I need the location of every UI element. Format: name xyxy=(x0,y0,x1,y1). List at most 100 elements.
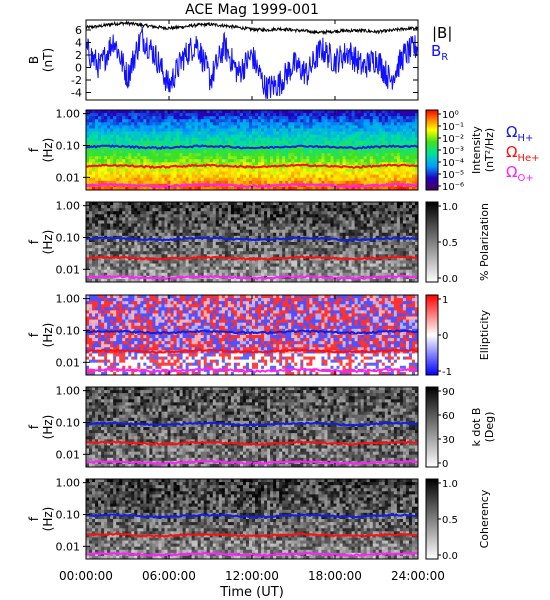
heatmap-cell xyxy=(180,162,183,165)
heatmap-cell xyxy=(177,211,180,214)
heatmap-cell xyxy=(195,138,198,141)
heatmap-cell xyxy=(231,242,234,245)
heatmap-cell xyxy=(113,217,116,220)
heatmap-cell xyxy=(346,138,349,141)
heatmap-cell xyxy=(258,175,261,178)
heatmap-cell xyxy=(225,224,228,227)
heatmap-cell xyxy=(324,128,327,131)
heatmap-cell xyxy=(385,205,388,208)
heatmap-cell xyxy=(174,181,177,184)
heatmap-cell xyxy=(192,224,195,227)
heatmap-cell xyxy=(282,175,285,178)
heatmap-cell xyxy=(89,214,92,217)
heatmap-cell xyxy=(213,211,216,214)
heatmap-cell xyxy=(95,214,98,217)
heatmap-cell xyxy=(122,128,125,131)
heatmap-cell xyxy=(237,248,240,251)
heatmap-cell xyxy=(119,156,122,159)
heatmap-cell xyxy=(279,220,282,223)
heatmap-cell xyxy=(288,214,291,217)
heatmap-cell xyxy=(406,230,409,233)
heatmap-cell xyxy=(161,141,164,144)
heatmap-cell xyxy=(291,110,294,113)
heatmap-cell xyxy=(358,150,361,153)
heatmap-cell xyxy=(264,205,267,208)
heatmap-cell xyxy=(261,181,264,184)
heatmap-cell xyxy=(243,220,246,223)
heatmap-cell xyxy=(358,132,361,135)
heatmap-cell xyxy=(119,153,122,156)
heatmap-cell xyxy=(276,135,279,138)
heatmap-cell xyxy=(370,172,373,175)
heatmap-cell xyxy=(252,217,255,220)
heatmap-cell xyxy=(382,230,385,233)
heatmap-cell xyxy=(249,153,252,156)
heatmap-cell xyxy=(95,153,98,156)
heatmap-cell xyxy=(92,159,95,162)
heatmap-cell xyxy=(171,211,174,214)
heatmap-cell xyxy=(192,168,195,171)
heatmap-cell xyxy=(204,172,207,175)
heatmap-cell xyxy=(234,135,237,138)
heatmap-cell xyxy=(116,119,119,122)
heatmap-cell xyxy=(198,205,201,208)
heatmap-cell xyxy=(152,233,155,236)
heatmap-cell xyxy=(252,245,255,248)
heatmap-cell xyxy=(373,178,376,181)
heatmap-cell xyxy=(403,211,406,214)
heatmap-cell xyxy=(291,168,294,171)
heatmap-cell xyxy=(219,214,222,217)
heatmap-cell xyxy=(140,128,143,131)
heatmap-cell xyxy=(231,113,234,116)
heatmap-cell xyxy=(321,202,324,205)
heatmap-cell xyxy=(349,217,352,220)
heatmap-cell xyxy=(213,128,216,131)
heatmap-cell xyxy=(385,141,388,144)
heatmap-cell xyxy=(122,119,125,122)
heatmap-cell xyxy=(337,135,340,138)
heatmap-cell xyxy=(352,178,355,181)
heatmap-cell xyxy=(349,159,352,162)
heatmap-cell xyxy=(373,113,376,116)
heatmap-cell xyxy=(273,202,276,205)
heatmap-cell xyxy=(373,168,376,171)
heatmap-cell xyxy=(294,205,297,208)
heatmap-cell xyxy=(382,251,385,254)
heatmap-cell xyxy=(367,245,370,248)
heatmap-cell xyxy=(210,227,213,230)
heatmap-cell xyxy=(297,175,300,178)
heatmap-cell xyxy=(321,248,324,251)
heatmap-cell xyxy=(95,113,98,116)
heatmap-cell xyxy=(303,230,306,233)
heatmap-cell xyxy=(403,251,406,254)
heatmap-cell xyxy=(382,125,385,128)
heatmap-cell xyxy=(385,220,388,223)
heatmap-cell xyxy=(113,202,116,205)
heatmap-cell xyxy=(376,227,379,230)
heatmap-cell xyxy=(297,248,300,251)
heatmap-cell xyxy=(288,245,291,248)
heatmap-cell xyxy=(207,141,210,144)
heatmap-cell xyxy=(183,128,186,131)
heatmap-cell xyxy=(261,175,264,178)
heatmap-cell xyxy=(243,233,246,236)
heatmap-cell xyxy=(98,128,101,131)
heatmap-cell xyxy=(306,211,309,214)
heatmap-cell xyxy=(104,128,107,131)
heatmap-cell xyxy=(171,214,174,217)
heatmap-cell xyxy=(394,159,397,162)
heatmap-cell xyxy=(379,141,382,144)
heatmap-cell xyxy=(361,168,364,171)
heatmap-cell xyxy=(189,245,192,248)
heatmap-cell xyxy=(406,251,409,254)
heatmap-cell xyxy=(174,110,177,113)
heatmap-cell xyxy=(403,119,406,122)
heatmap-cell xyxy=(122,214,125,217)
heatmap-cell xyxy=(412,224,415,227)
heatmap-cell xyxy=(98,175,101,178)
heatmap-cell xyxy=(391,141,394,144)
heatmap-cell xyxy=(258,119,261,122)
heatmap-cell xyxy=(137,135,140,138)
heatmap-cell xyxy=(122,248,125,251)
heatmap-cell xyxy=(285,122,288,125)
